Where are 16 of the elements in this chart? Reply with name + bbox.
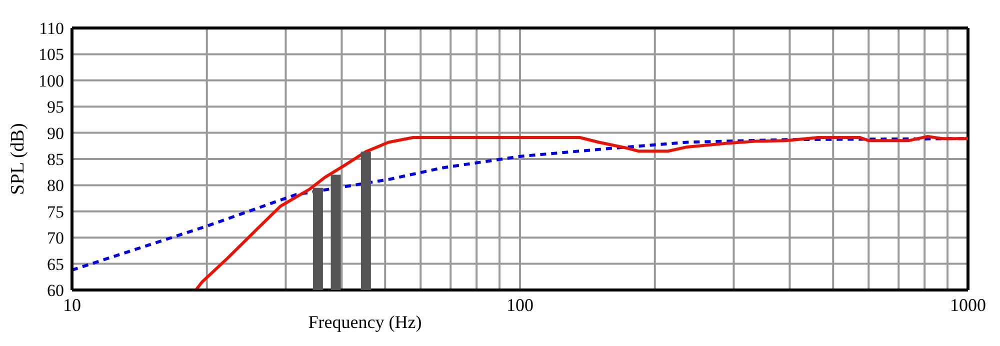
y-tick-label: 80 — [47, 176, 64, 196]
y-tick-label: 90 — [47, 124, 64, 143]
y-tick-label: 105 — [38, 45, 64, 64]
x-tick-label: 1000 — [950, 294, 986, 315]
x-tick-label: 10 — [63, 294, 81, 315]
y-tick-label: 85 — [47, 150, 64, 170]
x-tick-label: 100 — [506, 294, 534, 315]
y-tick-label: 100 — [38, 71, 64, 90]
y-tick-label: 95 — [47, 98, 64, 117]
y-tick-label: 70 — [47, 228, 64, 248]
y-tick-label: 75 — [47, 202, 64, 222]
y-axis-title: SPL (dB) — [8, 123, 29, 195]
x-axis-title: Frequency (Hz) — [308, 312, 422, 332]
y-tick-label: 60 — [47, 281, 64, 300]
y-tick-label: 65 — [47, 254, 64, 274]
y-tick-label: 110 — [39, 19, 64, 38]
